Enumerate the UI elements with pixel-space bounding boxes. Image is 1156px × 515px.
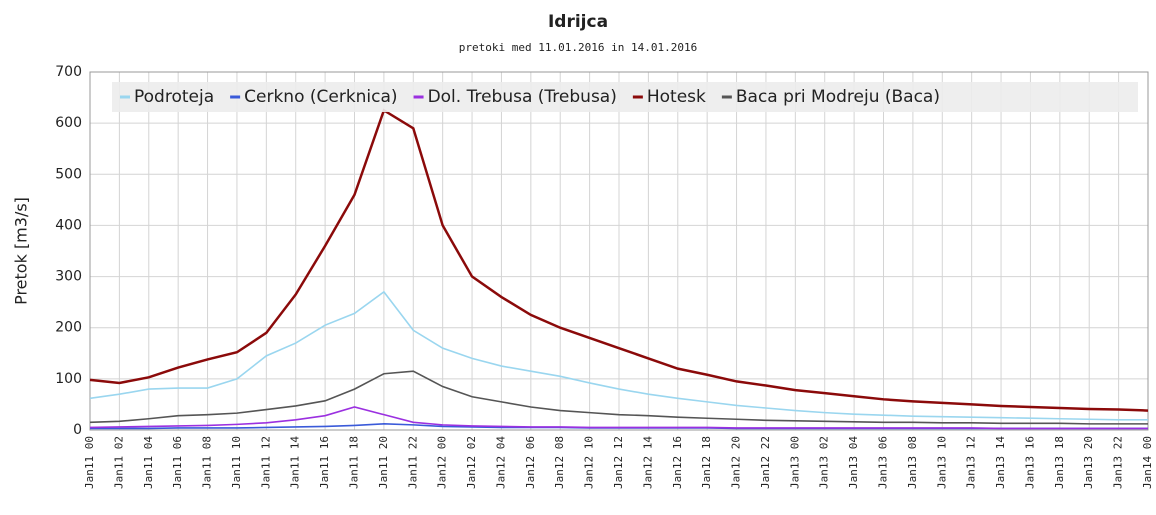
- y-tick-label: 100: [55, 371, 82, 387]
- x-tick-label: Jan13 20: [1082, 436, 1095, 489]
- x-tick-label: Jan11 20: [377, 436, 390, 489]
- x-tick-label: Jan13 14: [994, 436, 1007, 489]
- legend-box: [112, 82, 1138, 112]
- x-tick-label: Jan13 00: [788, 436, 801, 489]
- x-tick-label: Jan13 22: [1112, 436, 1125, 489]
- line-series: [89, 370, 1148, 425]
- x-tick-label: Jan13 02: [818, 436, 831, 489]
- x-tick-label: Jan14 00: [1141, 436, 1154, 489]
- y-tick-label: 0: [73, 422, 82, 438]
- x-tick-label: Jan12 12: [612, 436, 625, 489]
- legend-label: Baca pri Modreju (Baca): [736, 87, 940, 107]
- line-series: [89, 290, 1148, 421]
- x-tick-label: Jan11 22: [406, 436, 419, 489]
- x-tick-label: Jan11 04: [142, 436, 155, 489]
- x-tick-label: Jan11 10: [230, 436, 243, 489]
- x-tick-label: Jan11 16: [318, 436, 331, 489]
- x-tick-label: Jan12 18: [700, 436, 713, 489]
- x-tick-label: Jan12 22: [759, 436, 772, 489]
- line-series: [89, 406, 1148, 430]
- x-tick-label: Jan13 18: [1053, 436, 1066, 489]
- x-tick-label: Jan11 00: [83, 436, 96, 489]
- y-tick-label: 500: [55, 166, 82, 182]
- y-tick-label: 600: [55, 115, 82, 131]
- x-tick-label: Jan12 02: [465, 436, 478, 489]
- legend-label: Hotesk: [647, 87, 706, 107]
- y-tick-label: 400: [55, 217, 82, 233]
- line-series: [89, 108, 1149, 412]
- legend-label: Dol. Trebusa (Trebusa): [428, 87, 617, 107]
- x-tick-label: Jan12 14: [641, 436, 654, 489]
- x-tick-label: Jan12 00: [436, 436, 449, 489]
- x-tick-label: Jan11 14: [289, 436, 302, 489]
- x-tick-label: Jan13 16: [1023, 436, 1036, 489]
- x-tick-label: Jan11 18: [348, 436, 361, 489]
- x-tick-label: Jan12 06: [524, 436, 537, 489]
- x-tick-label: Jan12 04: [494, 436, 507, 489]
- x-tick-label: Jan13 08: [906, 436, 919, 489]
- plot-frame: [89, 71, 1149, 431]
- legend-label: Cerkno (Cerknica): [244, 87, 397, 107]
- x-tick-label: Jan13 10: [935, 436, 948, 489]
- x-tick-label: Jan13 04: [847, 436, 860, 489]
- y-axis-label: Pretok [m3/s]: [12, 197, 31, 305]
- x-tick-label: Jan12 08: [553, 436, 566, 489]
- x-tick-label: Jan12 16: [671, 436, 684, 489]
- x-tick-label: Jan11 12: [259, 436, 272, 489]
- x-tick-label: Jan13 12: [965, 436, 978, 489]
- legend-label: Podroteja: [134, 87, 214, 107]
- chart-subtitle: pretoki med 11.01.2016 in 14.01.2016: [459, 41, 697, 54]
- x-tick-label: Jan11 08: [201, 436, 214, 489]
- x-tick-label: Jan11 06: [171, 436, 184, 489]
- x-tick-label: Jan12 20: [730, 436, 743, 489]
- y-tick-label: 200: [55, 320, 82, 336]
- x-tick-label: Jan12 10: [583, 436, 596, 489]
- x-tick-label: Jan11 02: [112, 436, 125, 489]
- x-tick-label: Jan13 06: [877, 436, 890, 489]
- y-tick-label: 300: [55, 269, 82, 285]
- y-tick-label: 700: [55, 64, 82, 80]
- chart-title: Idrijca: [548, 12, 608, 32]
